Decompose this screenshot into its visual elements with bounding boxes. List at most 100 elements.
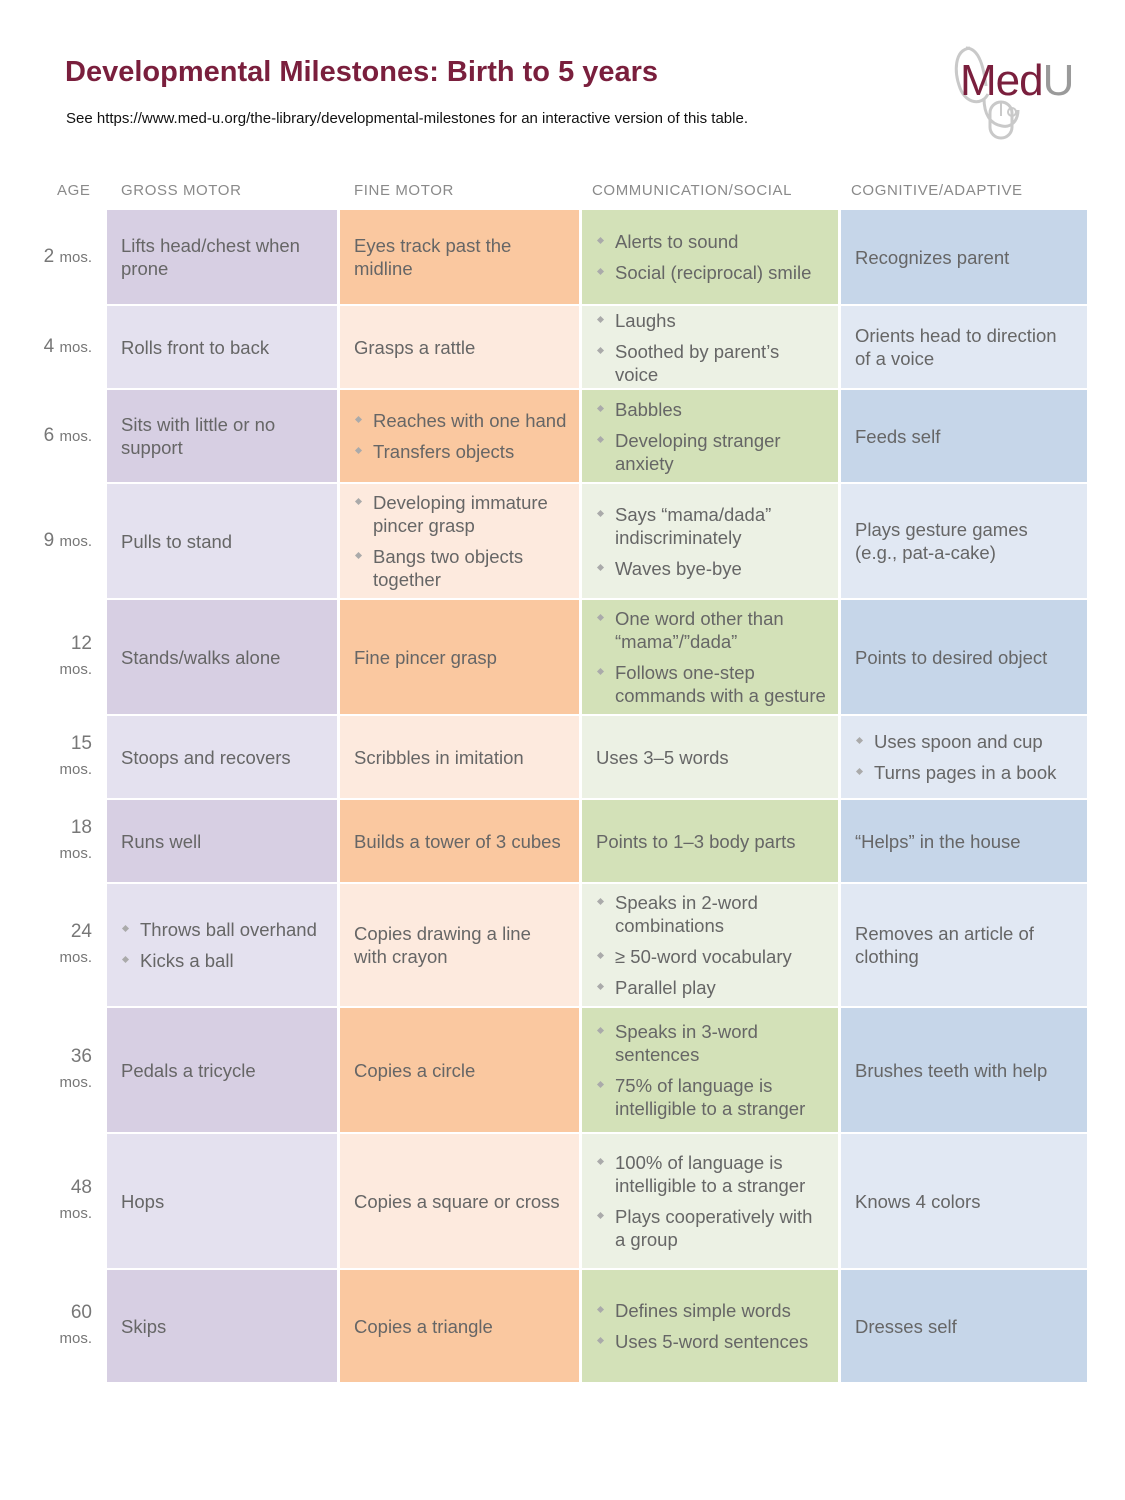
age-label: 2 mos.	[30, 210, 92, 304]
cognitive-adaptive-cell: Uses spoon and cup Turns pages in a book	[841, 716, 1087, 798]
fine-motor-cell: Reaches with one hand Transfers objects	[340, 390, 579, 482]
milestone-text: Hops	[121, 1190, 165, 1212]
age-label: 36 mos.	[30, 1008, 92, 1132]
milestone-text: Sits with little or no support	[121, 414, 276, 458]
milestone-bullet-item: Reaches with one hand	[354, 409, 567, 432]
cognitive-adaptive-cell: Recognizes parent	[841, 210, 1087, 304]
age-value: 48	[70, 1177, 92, 1198]
milestone-text: Points to 1–3 body parts	[596, 830, 796, 852]
age-label: 24 mos.	[30, 884, 92, 1006]
milestone-bullet-item: 75% of language is intelligible to a str…	[596, 1074, 826, 1120]
age-label: 9 mos.	[30, 484, 92, 598]
milestone-bullet-item: Babbles	[596, 398, 826, 421]
gross-motor-cell: Stoops and recovers	[107, 716, 337, 798]
age-label: 6 mos.	[30, 390, 92, 482]
milestone-text: Lifts head/chest when prone	[121, 235, 300, 279]
milestone-bullet-item: Soothed by parent’s voice	[596, 340, 826, 386]
cognitive-adaptive-cell: Removes an article of clothing	[841, 884, 1087, 1006]
table-row: 60 mos. Skips Copies a triangle Defines simp…	[0, 1270, 1125, 1384]
gross-motor-cell: Pedals a tricycle	[107, 1008, 337, 1132]
milestone-bullet-item: Waves bye-bye	[596, 557, 826, 580]
age-unit: mos.	[59, 1205, 92, 1222]
communication-social-cell: One word other than “mama”/”dada” Follows…	[582, 600, 838, 714]
cognitive-adaptive-cell: Brushes teeth with help	[841, 1008, 1087, 1132]
communication-social-cell: Alerts to sound Social (reciprocal) smile	[582, 210, 838, 304]
table-row: 6 mos. Sits with little or no support Reac…	[0, 390, 1125, 484]
header-age: AGE	[57, 182, 91, 199]
milestone-text: Stands/walks alone	[121, 646, 281, 668]
page-title: Developmental Milestones: Birth to 5 yea…	[65, 56, 659, 88]
fine-motor-cell: Scribbles in imitation	[340, 716, 579, 798]
milestone-text: Orients head to direction of a voice	[855, 325, 1057, 369]
cognitive-adaptive-cell: Plays gesture games (e.g., pat-a-cake)	[841, 484, 1087, 598]
table-row: 15 mos. Stoops and recovers Scribbles in im…	[0, 716, 1125, 800]
milestone-bullet-item: 100% of language is intelligible to a st…	[596, 1151, 826, 1197]
table-row: 36 mos. Pedals a tricycle Copies a circle Sp…	[0, 1008, 1125, 1134]
fine-motor-cell: Eyes track past the midline	[340, 210, 579, 304]
age-label: 4 mos.	[30, 306, 92, 388]
milestone-text: Copies a triangle	[354, 1315, 493, 1337]
age-value: 24	[70, 921, 92, 942]
milestone-bullet-item: Uses 5-word sentences	[596, 1330, 826, 1353]
milestone-text: Removes an article of clothing	[855, 923, 1034, 967]
milestone-text: Plays gesture games (e.g., pat-a-cake)	[855, 519, 1028, 563]
gross-motor-cell: Runs well	[107, 800, 337, 882]
milestone-bullet-item: Speaks in 3-word sentences	[596, 1020, 826, 1066]
milestone-bullet-item: Turns pages in a book	[855, 761, 1075, 784]
milestone-bullet-item: One word other than “mama”/”dada”	[596, 607, 826, 653]
cognitive-adaptive-cell: Knows 4 colors	[841, 1134, 1087, 1268]
milestone-text: Dresses self	[855, 1315, 957, 1337]
milestone-text: Copies drawing a line with crayon	[354, 923, 531, 967]
milestone-text: Knows 4 colors	[855, 1190, 981, 1212]
milestone-bullet-item: Defines simple words	[596, 1299, 826, 1322]
milestone-text: Copies a circle	[354, 1059, 476, 1081]
age-value: 2	[43, 245, 55, 267]
table-row: 18 mos. Runs well Builds a tower of 3 cubes…	[0, 800, 1125, 884]
communication-social-cell: Uses 3–5 words	[582, 716, 838, 798]
milestone-text: Pedals a tricycle	[121, 1059, 256, 1081]
milestone-text: Feeds self	[855, 425, 941, 447]
fine-motor-cell: Fine pincer grasp	[340, 600, 579, 714]
communication-social-cell: Speaks in 2-word combinations ≥ 50-word v…	[582, 884, 838, 1006]
milestone-bullet-item: Parallel play	[596, 976, 826, 999]
age-value: 9	[43, 529, 55, 551]
gross-motor-cell: Sits with little or no support	[107, 390, 337, 482]
age-unit: mos.	[59, 427, 92, 445]
communication-social-cell: Laughs Soothed by parent’s voice	[582, 306, 838, 388]
milestone-bullet-item: Bangs two objects together	[354, 545, 567, 591]
fine-motor-cell: Copies drawing a line with crayon	[340, 884, 579, 1006]
milestone-text: Pulls to stand	[121, 530, 233, 552]
age-label: 60 mos.	[30, 1270, 92, 1382]
table-row: 4 mos. Rolls front to back Grasps a rattle…	[0, 306, 1125, 390]
milestone-bullet-item: Speaks in 2-word combinations	[596, 891, 826, 937]
milestone-text: Runs well	[121, 830, 202, 852]
age-unit: mos.	[59, 1330, 92, 1347]
milestone-text: Eyes track past the midline	[354, 235, 512, 279]
milestone-bullet-item: Social (reciprocal) smile	[596, 261, 826, 284]
table-row: 9 mos. Pulls to stand Developing immature …	[0, 484, 1125, 600]
gross-motor-cell: Pulls to stand	[107, 484, 337, 598]
table-row: 2 mos. Lifts head/chest when prone Eyes tr…	[0, 210, 1125, 306]
milestone-text: Rolls front to back	[121, 336, 270, 358]
age-value: 12	[70, 633, 92, 654]
milestone-bullet-item: Transfers objects	[354, 440, 567, 463]
age-unit: mos.	[59, 1074, 92, 1091]
milestone-bullet-item: Says “mama/dada” indiscriminately	[596, 503, 826, 549]
fine-motor-cell: Copies a triangle	[340, 1270, 579, 1382]
milestone-text: Points to desired object	[855, 646, 1048, 668]
age-value: 36	[70, 1046, 92, 1067]
milestone-text: “Helps” in the house	[855, 830, 1021, 852]
milestone-text: Grasps a rattle	[354, 336, 476, 358]
milestone-bullet-item: Developing stranger anxiety	[596, 429, 826, 475]
milestone-bullet-item: Developing immature pincer grasp	[354, 491, 567, 537]
header-fine-motor: FINE MOTOR	[354, 182, 454, 199]
medu-logo: MedU	[946, 42, 1096, 150]
communication-social-cell: Defines simple words Uses 5-word sentence…	[582, 1270, 838, 1382]
stethoscope-mouse-icon	[954, 46, 1020, 140]
gross-motor-cell: Hops	[107, 1134, 337, 1268]
gross-motor-cell: Skips	[107, 1270, 337, 1382]
milestone-bullet-item: Kicks a ball	[121, 949, 325, 972]
milestone-text: Scribbles in imitation	[354, 746, 524, 768]
milestone-bullet-item: ≥ 50-word vocabulary	[596, 945, 826, 968]
gross-motor-cell: Throws ball overhand Kicks a ball	[107, 884, 337, 1006]
